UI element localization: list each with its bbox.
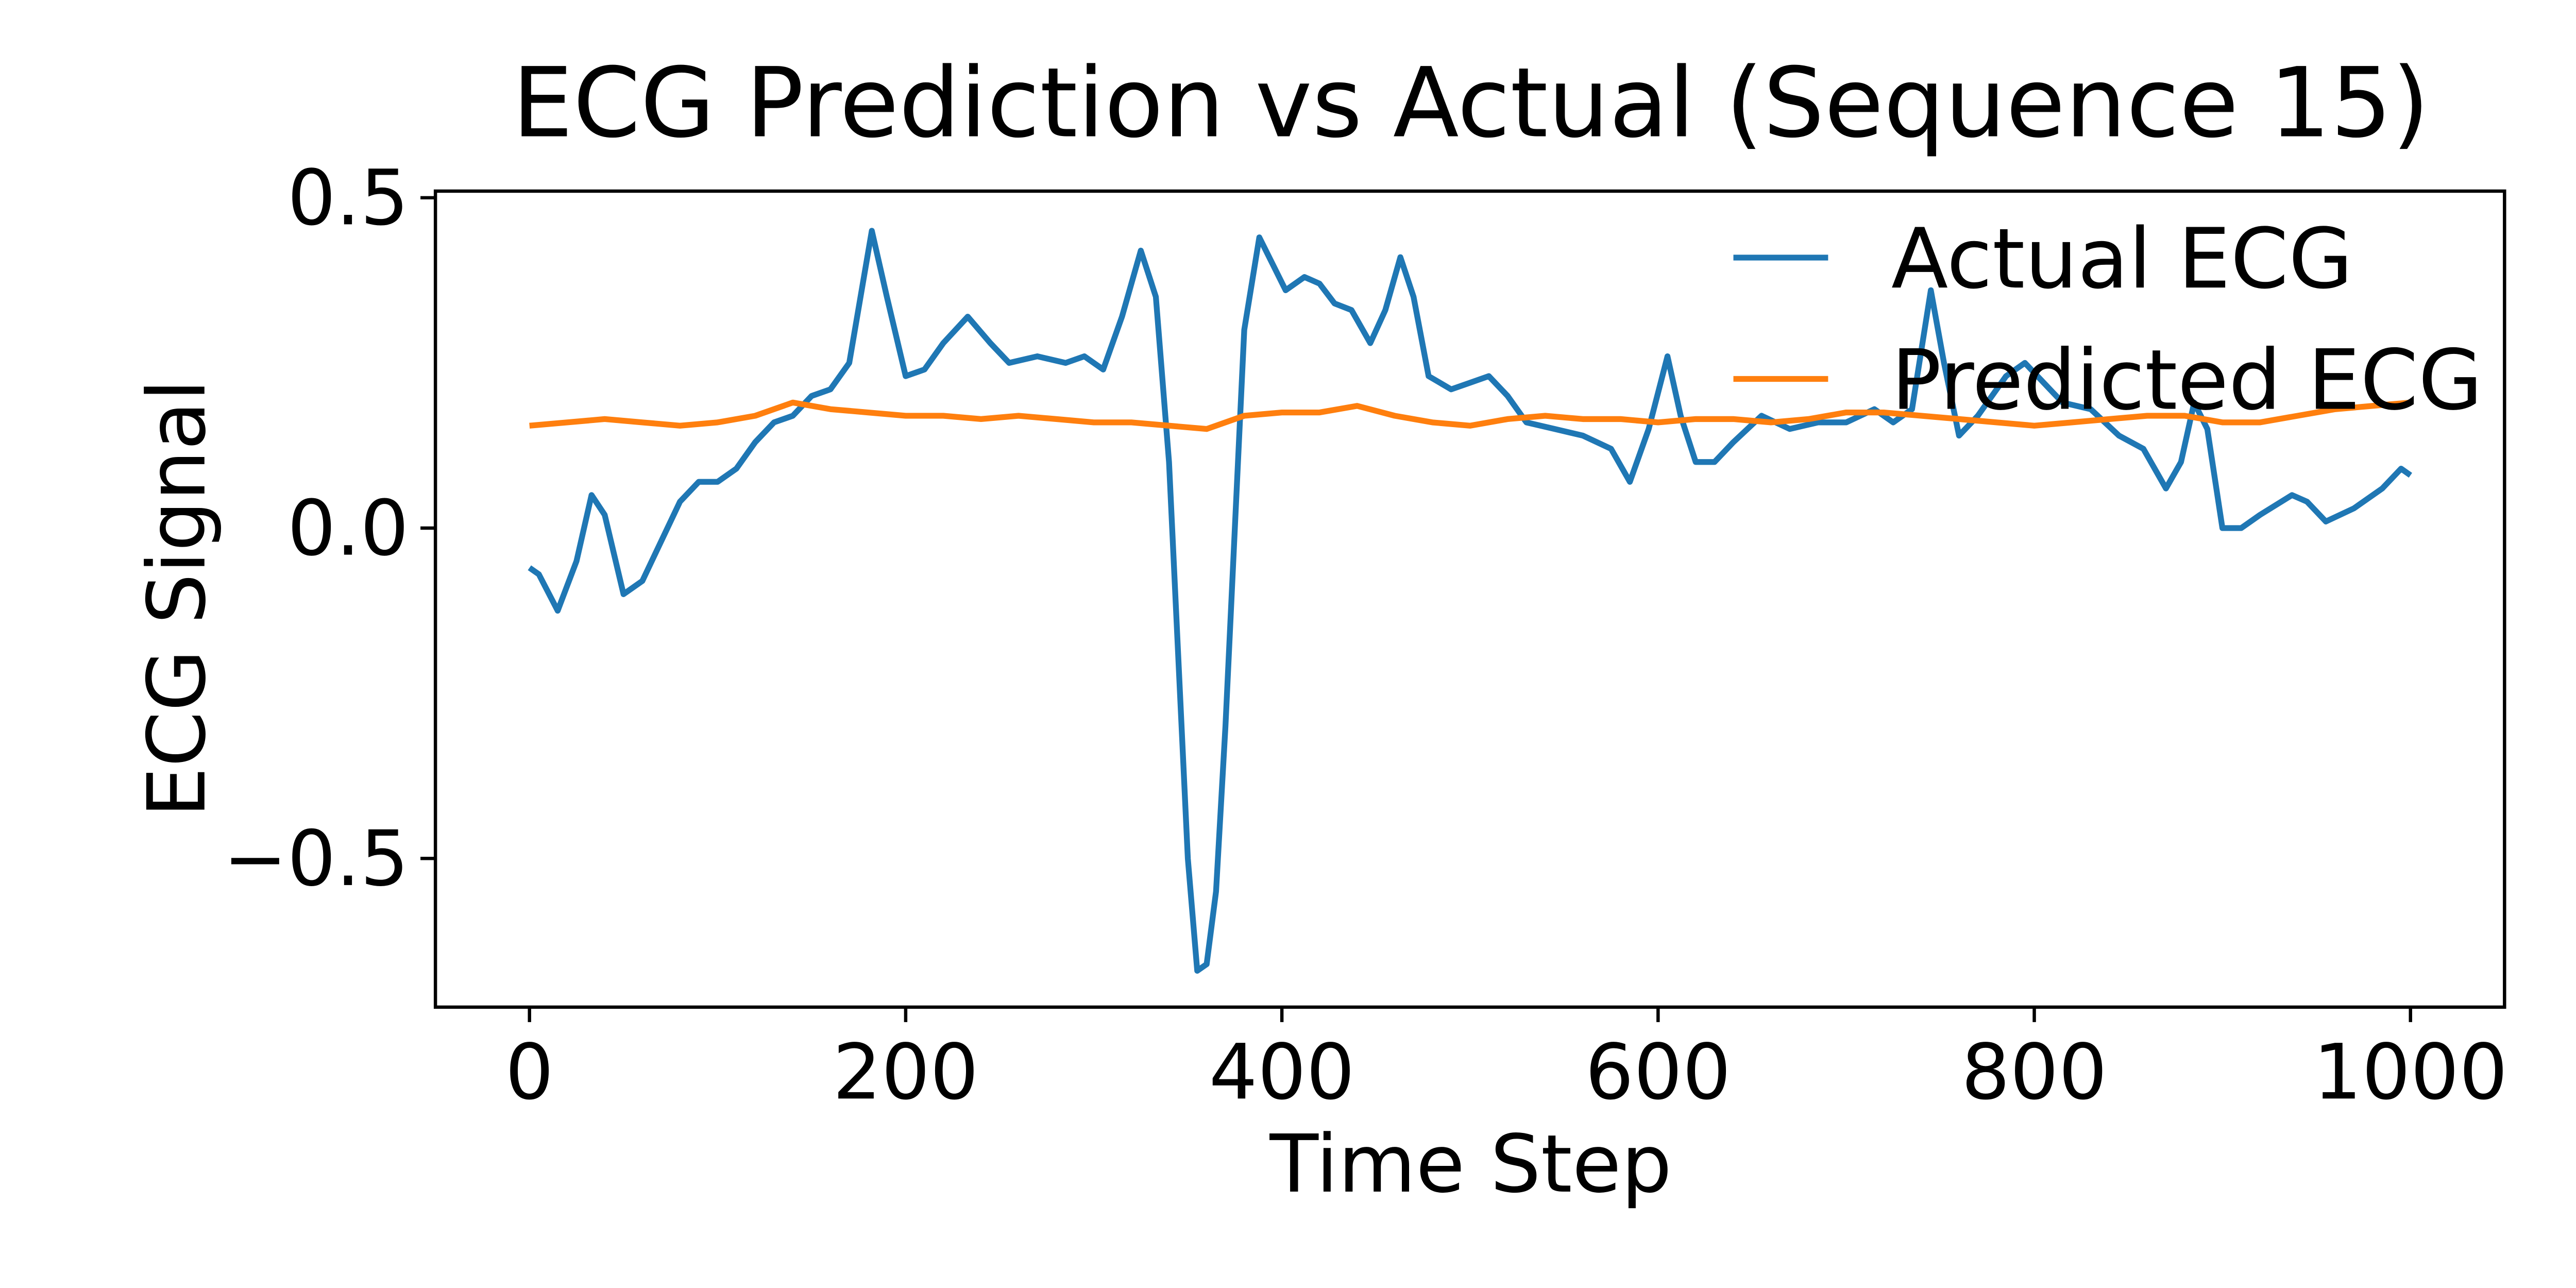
- chart-title: ECG Prediction vs Actual (Sequence 15): [512, 47, 2430, 160]
- x-tick-label: 0: [505, 1027, 554, 1116]
- plot-frame: [433, 189, 2506, 1009]
- x-tick-label: 400: [1209, 1027, 1355, 1116]
- x-axis-label: Time Step: [1269, 1117, 1672, 1211]
- x-tick-label: 1000: [2313, 1027, 2508, 1116]
- y-axis-label: ECG Signal: [130, 379, 224, 818]
- x-tick-label: 200: [833, 1027, 978, 1116]
- series-line: [528, 228, 2412, 974]
- y-tick-label: −0.5: [223, 814, 409, 903]
- y-tick-label: 0.5: [287, 153, 409, 242]
- legend-label: Actual ECG: [1891, 211, 2353, 308]
- series-line: [529, 399, 2411, 432]
- x-tick-label: 600: [1585, 1027, 1731, 1116]
- x-tick-label: 800: [1961, 1027, 2107, 1116]
- y-tick-label: 0.0: [287, 484, 409, 573]
- legend-label: Predicted ECG: [1891, 332, 2483, 429]
